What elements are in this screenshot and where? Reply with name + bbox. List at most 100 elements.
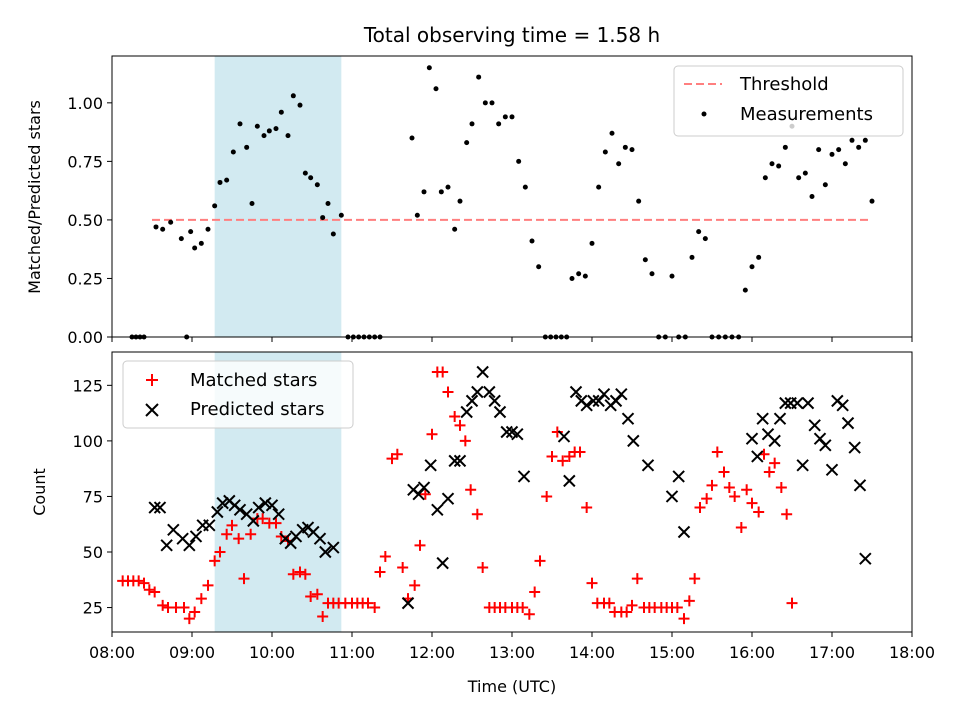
measurement-point	[330, 231, 336, 237]
predicted-star-point	[517, 470, 531, 483]
predicted-star-point	[216, 496, 229, 510]
measurement-point	[522, 184, 528, 190]
matched-star-point	[603, 597, 615, 609]
measurement-point	[802, 170, 808, 176]
measurement-point	[529, 238, 535, 244]
predicted-star-point	[313, 532, 327, 545]
predicted-star-point	[465, 394, 479, 408]
predicted-star-point	[233, 503, 247, 516]
measurement-point	[856, 144, 862, 150]
legend-predicted-swatch	[145, 403, 159, 417]
measurement-point	[589, 240, 595, 246]
measurement-point	[482, 100, 488, 106]
matched-star-point	[546, 450, 558, 462]
matched-star-point	[369, 602, 381, 614]
bottom-y-tick-label: 100	[72, 432, 103, 451]
measurement-point	[622, 144, 628, 150]
predicted-star-point	[597, 388, 611, 401]
measurement-point	[325, 201, 331, 207]
measurement-point	[776, 163, 782, 169]
predicted-star-point	[189, 530, 203, 543]
matched-star-point	[245, 528, 257, 540]
predicted-star-point	[511, 428, 524, 441]
measurement-point	[290, 93, 296, 99]
predicted-star-point	[801, 396, 815, 410]
measurement-point	[616, 161, 622, 167]
matched-star-point	[426, 428, 438, 440]
measurement-point	[469, 121, 475, 127]
measurement-point	[509, 114, 515, 120]
predicted-star-point	[500, 425, 513, 439]
matched-star-point	[631, 573, 643, 585]
matched-star-point	[694, 502, 706, 514]
measurement-point	[489, 100, 495, 106]
matched-star-point	[183, 613, 195, 625]
predicted-star-point	[745, 432, 759, 445]
matched-star-point	[551, 426, 563, 438]
predicted-star-point	[431, 503, 444, 516]
measurement-point	[464, 140, 470, 146]
measurement-point	[254, 123, 260, 129]
predicted-star-point	[211, 505, 224, 519]
measurement-point	[696, 229, 702, 235]
bottom-legend-box	[122, 360, 354, 429]
measurement-point	[426, 65, 432, 71]
matched-star-point	[178, 602, 190, 614]
bottom-x-tick-label: 09:00	[169, 643, 215, 662]
matched-star-point	[379, 550, 391, 562]
matched-star-point	[133, 575, 145, 587]
predicted-star-point	[203, 519, 216, 532]
matched-star-point	[529, 586, 541, 598]
matched-star-point	[221, 528, 233, 540]
matched-stars-points	[117, 366, 798, 625]
measurement-point	[742, 287, 748, 293]
measurement-point	[452, 226, 458, 232]
matched-star-point	[299, 568, 311, 580]
top-legend-box	[673, 65, 904, 137]
measurement-point	[502, 114, 508, 120]
matched-star-point	[449, 410, 461, 422]
matched-star-point	[678, 613, 690, 625]
matched-star-point	[557, 455, 569, 467]
matched-star-point	[534, 555, 546, 567]
measurement-point	[822, 182, 828, 188]
top-y-axis-label: Matched/Predicted stars	[25, 100, 44, 294]
matched-star-point	[437, 366, 449, 378]
matched-star-point	[233, 533, 245, 545]
matched-star-point	[317, 610, 329, 622]
predicted-star-point	[488, 394, 501, 408]
predicted-star-point	[460, 405, 473, 419]
matched-star-point	[414, 539, 426, 551]
measurement-point	[849, 137, 855, 143]
matched-star-point	[541, 490, 553, 502]
matched-star-point	[735, 522, 747, 534]
predicted-star-point	[441, 492, 455, 505]
measurement-point	[414, 212, 420, 218]
matched-star-point	[294, 566, 306, 578]
measurement-point	[205, 226, 211, 232]
matched-star-point	[214, 546, 226, 558]
predicted-star-point	[401, 596, 415, 610]
predicted-star-point	[580, 399, 593, 412]
measurement-point	[629, 147, 635, 153]
predicted-star-point	[756, 412, 769, 425]
measurement-point	[433, 86, 439, 92]
measurement-point	[297, 102, 303, 108]
matched-star-point	[746, 497, 758, 509]
measurement-point	[249, 201, 255, 207]
predicted-star-point	[424, 459, 437, 472]
measurement-point	[836, 147, 842, 153]
predicted-star-point	[791, 396, 804, 410]
measurement-point	[749, 264, 755, 270]
predicted-star-point	[448, 454, 461, 468]
predicted-star-point	[265, 499, 279, 512]
matched-star-point	[409, 579, 421, 591]
matched-star-point	[238, 573, 250, 585]
bottom-y-axis-label: Count	[30, 468, 49, 516]
measurement-point	[516, 158, 522, 164]
matched-star-point	[741, 484, 753, 496]
matched-star-point	[143, 584, 155, 596]
matched-star-point	[586, 577, 598, 589]
predicted-star-point	[417, 481, 431, 494]
